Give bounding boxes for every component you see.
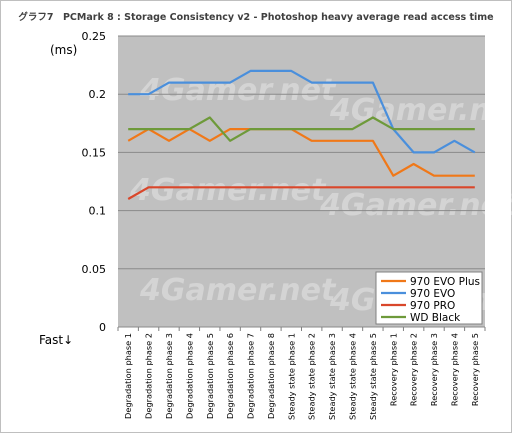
x-tick-label: Recovery phase 4 bbox=[449, 333, 459, 406]
x-tick-label: Recovery phase 3 bbox=[429, 333, 439, 406]
legend-label: 970 EVO Plus bbox=[410, 276, 480, 288]
x-tick-label: Degradation phase 5 bbox=[205, 333, 215, 419]
y-axis-unit-label: (ms) bbox=[50, 43, 78, 57]
x-tick-label: Steady state phase 3 bbox=[327, 333, 337, 420]
x-tick-label: Steady state phase 1 bbox=[286, 333, 296, 420]
x-tick-label: Degradation phase 6 bbox=[225, 333, 235, 419]
series-line bbox=[127, 128, 475, 177]
series-line bbox=[128, 116, 475, 142]
x-tick-label: Degradation phase 4 bbox=[184, 333, 194, 419]
x-tick-label: Recovery phase 2 bbox=[409, 333, 419, 406]
y-tick-label: 0.2 bbox=[89, 88, 107, 101]
series-line bbox=[128, 69, 476, 154]
x-axis-ticks: Degradation phase 1 Degradation phase 2 De… bbox=[117, 327, 486, 420]
legend-label: 970 PRO bbox=[410, 300, 455, 312]
x-tick-label: Degradation phase 7 bbox=[246, 333, 256, 419]
x-tick-label: Recovery phase 1 bbox=[388, 333, 398, 406]
chart-title: グラフ7 PCMark 8 : Storage Consistency v2 -… bbox=[18, 12, 494, 23]
y-tick-label: 0.15 bbox=[82, 146, 107, 159]
y-tick-label: 0 bbox=[99, 321, 106, 334]
series-lines bbox=[127, 69, 476, 200]
x-tick-label: Steady state phase 2 bbox=[307, 333, 317, 420]
x-tick-label: Steady state phase 5 bbox=[368, 333, 378, 420]
x-tick-label: Degradation phase 2 bbox=[144, 333, 154, 419]
y-tick-label: 0.1 bbox=[89, 205, 107, 218]
watermark-text: 4Gamer.net bbox=[329, 93, 512, 128]
watermark-text: 4Gamer.net bbox=[319, 188, 512, 223]
y-tick-label: 0.05 bbox=[82, 263, 107, 276]
x-tick-label: Recovery phase 5 bbox=[470, 333, 480, 406]
direction-label: Fast↓ bbox=[39, 333, 74, 347]
x-tick-label: Steady state phase 4 bbox=[347, 333, 357, 420]
x-tick-label: Degradation phase 3 bbox=[164, 333, 174, 419]
series-line bbox=[127, 186, 475, 200]
legend-label: 970 EVO bbox=[410, 288, 455, 300]
watermark-text: 4Gamer.net bbox=[129, 173, 327, 208]
x-tick-label: Degradation phase 1 bbox=[123, 333, 133, 419]
y-tick-label: 0.25 bbox=[82, 30, 107, 43]
legend-label: WD Black bbox=[410, 312, 461, 324]
y-axis-ticks: 0 0.05 0.1 0.15 0.2 0.25 bbox=[82, 30, 107, 334]
watermark-text: 4Gamer.net bbox=[139, 273, 337, 308]
x-tick-label: Degradation phase 8 bbox=[266, 333, 276, 419]
